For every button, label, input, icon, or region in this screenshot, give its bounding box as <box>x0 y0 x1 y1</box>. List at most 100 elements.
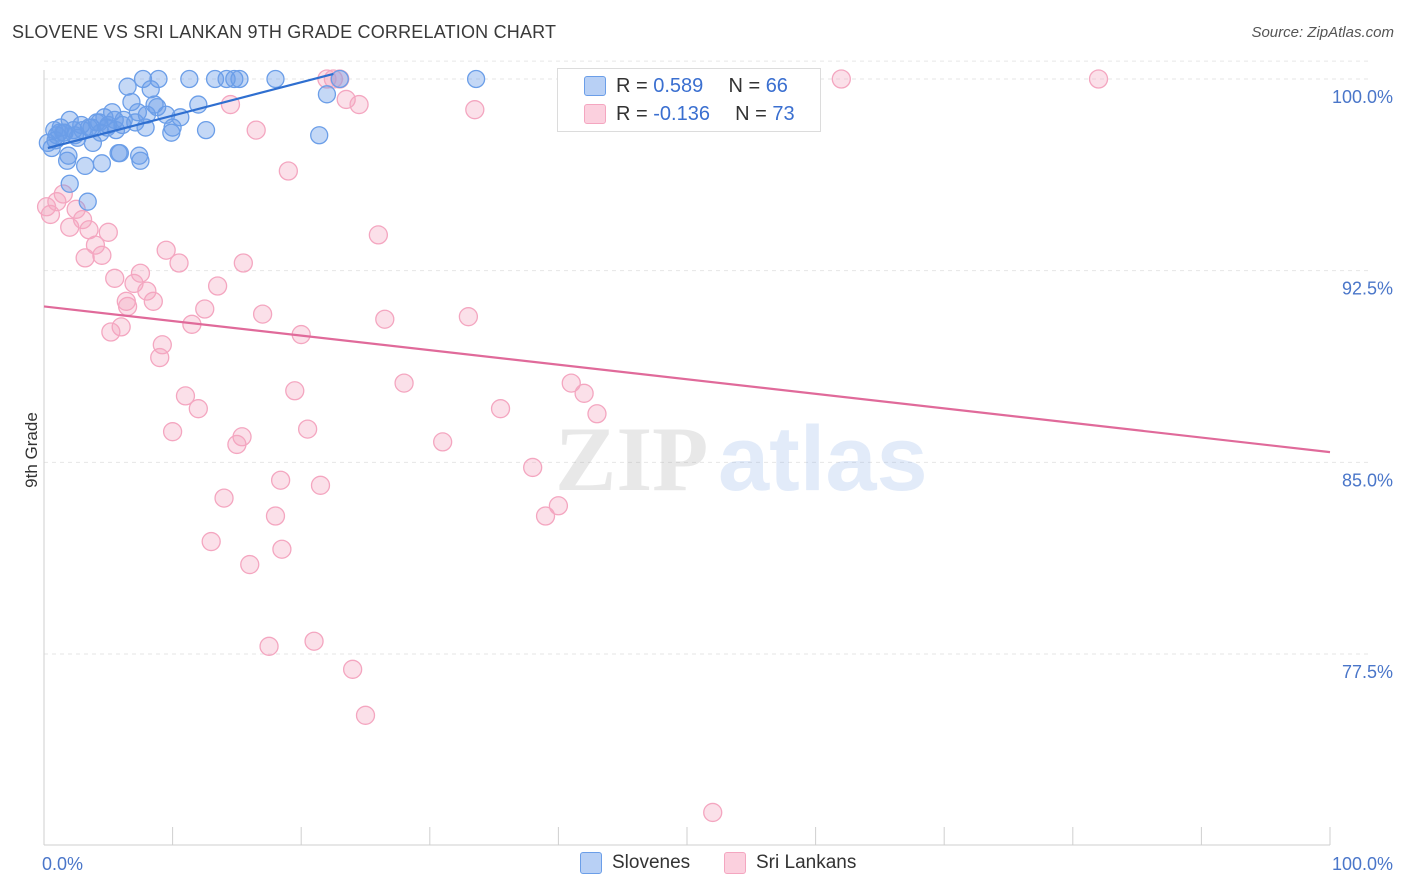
sri-lankans-point <box>297 419 318 439</box>
sri-lankans-point <box>98 222 118 242</box>
sri-lankans-point <box>394 373 414 393</box>
sri-lankans-point <box>53 184 73 204</box>
sri-lankans-point <box>92 245 112 265</box>
slovenes-point <box>149 69 168 89</box>
chart-title: SLOVENE VS SRI LANKAN 9TH GRADE CORRELAT… <box>12 22 557 42</box>
slovenes-point <box>266 69 285 89</box>
y-tick-labels: 77.5% 85.0% 92.5% 100.0% <box>1332 87 1393 682</box>
bottom-legend-slovenes: Slovenes <box>580 852 690 874</box>
sri-lankans-point <box>548 496 569 516</box>
sri-lankans-point <box>72 209 93 230</box>
x-tick-labels: 0.0% 100.0% <box>42 854 1393 874</box>
legend-n-value: 66 <box>765 75 788 97</box>
slovenes-point <box>59 146 78 165</box>
slovenes-point <box>145 95 164 114</box>
bottom-legend-label-sri-lankans: Sri Lankans <box>756 852 857 874</box>
legend-swatch-sri-lankans <box>584 104 606 124</box>
legend-box: R = 0.589 N = 66 R = -0.136 N = 73 <box>557 68 821 132</box>
slovenes-point <box>122 92 141 112</box>
sri-lankans-point <box>535 506 556 526</box>
bottom-legend-swatch-sri-lankans <box>724 852 746 874</box>
legend-n-label: N = <box>735 103 767 125</box>
slovenes-point <box>196 120 216 140</box>
legend-n-label: N = <box>728 75 761 97</box>
sri-lankans-point <box>47 192 67 212</box>
sri-lankans-point <box>116 291 136 311</box>
slovenes-point <box>162 123 181 142</box>
sri-lankans-point <box>130 263 151 283</box>
watermark-atlas: atlas <box>718 408 928 510</box>
sri-lankans-point <box>272 539 292 559</box>
sri-lankans-point <box>278 161 298 181</box>
sri-lankans-point <box>152 335 172 355</box>
sri-lankans-point <box>458 307 479 327</box>
slovenes-point <box>317 85 337 104</box>
slovenes-point <box>217 69 236 89</box>
bottom-legend-swatch-slovenes <box>580 852 602 874</box>
slovenes-point <box>54 123 73 142</box>
sri-lankans-point <box>574 383 594 403</box>
sri-lankans-point <box>465 100 485 120</box>
slovenes-point <box>118 77 137 96</box>
sri-lankans-point <box>349 94 369 115</box>
sri-lankans-point <box>105 268 125 288</box>
sri-lankans-point <box>490 399 511 419</box>
x-tick-label: 0.0% <box>42 854 83 874</box>
legend-row-sri-lankans: R = -0.136 N = 73 <box>616 103 795 126</box>
sri-lankans-point <box>188 399 208 419</box>
sri-lankans-point <box>240 554 260 575</box>
x-tick-label: 100.0% <box>1332 854 1393 874</box>
watermark-zip: ZIP <box>555 408 708 510</box>
sri-lankans-point <box>703 802 723 823</box>
sri-lankans-point <box>285 381 305 401</box>
slovenes-point <box>466 69 486 89</box>
slovenes-point <box>148 97 167 117</box>
sri-lankans-point <box>111 317 131 337</box>
sri-lankans-point <box>156 240 176 260</box>
sri-lankans-point <box>368 225 389 245</box>
legend-r-label: R = <box>616 103 648 125</box>
gridlines <box>44 60 1370 655</box>
slovenes-point <box>128 103 148 122</box>
watermark: ZIP atlas <box>555 408 928 510</box>
legend-r-label: R = <box>616 75 648 97</box>
y-tick-label: 77.5% <box>1342 662 1393 682</box>
slovenes-point <box>225 69 244 89</box>
sri-lankans-point <box>85 235 106 255</box>
sri-lankans-point <box>265 506 286 526</box>
y-tick-label: 92.5% <box>1342 279 1393 299</box>
sri-lankans-point <box>304 631 324 651</box>
sri-lankans-trend-line <box>43 305 1331 454</box>
sri-lankans-point <box>587 404 607 424</box>
sri-lankans-point <box>342 659 363 679</box>
sri-lankans-point <box>195 299 215 319</box>
chart-source: Source: ZipAtlas.com <box>1251 24 1394 41</box>
legend-r-value: -0.136 <box>653 103 710 125</box>
bottom-legend-sri-lankans: Sri Lankans <box>724 852 856 874</box>
sri-lankans-point <box>201 531 221 552</box>
sri-lankans-point <box>101 322 121 342</box>
sri-lankans-point <box>259 636 279 656</box>
slovenes-point <box>76 156 95 176</box>
sri-lankans-point <box>310 475 331 495</box>
legend-r-value: 0.589 <box>653 75 704 97</box>
sri-lankans-point <box>433 432 453 452</box>
sri-lankans-point <box>214 488 234 508</box>
sri-lankans-point <box>75 248 95 268</box>
sri-lankans-point <box>252 304 273 324</box>
legend-row-slovenes: R = 0.589 N = 66 <box>616 75 788 98</box>
sri-lankans-point <box>233 253 253 273</box>
sri-lankans-point <box>355 705 376 725</box>
slovenes-point <box>230 69 249 89</box>
sri-lankans-point <box>246 120 266 140</box>
axes <box>43 70 1331 846</box>
sri-lankans-point <box>169 253 189 273</box>
sri-lankans-point <box>162 422 183 442</box>
slovenes-point <box>180 69 199 89</box>
trend-lines <box>43 72 1331 454</box>
sri-lankans-point <box>523 457 543 478</box>
legend-n-value: 73 <box>772 103 795 125</box>
slovenes-point <box>60 174 79 193</box>
slovenes-point <box>78 192 97 211</box>
